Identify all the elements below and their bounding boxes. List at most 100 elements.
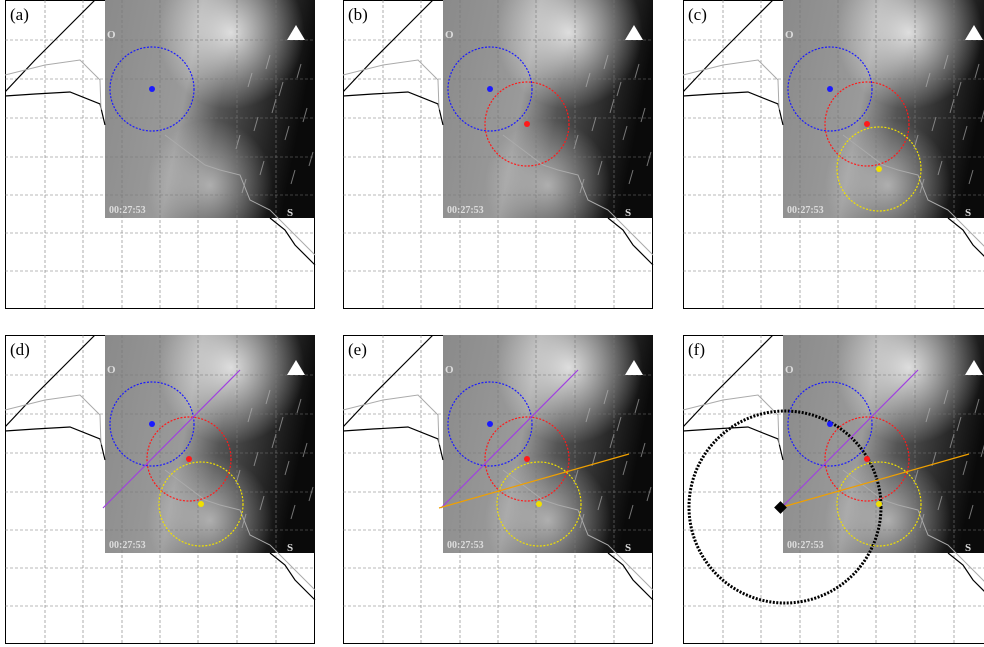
streak <box>931 116 937 132</box>
coastline <box>269 552 316 601</box>
streak <box>962 125 968 141</box>
sky-glow <box>783 0 984 218</box>
streak <box>628 504 634 520</box>
bottom-marker: S <box>287 542 293 554</box>
coastline <box>269 217 316 266</box>
panel-canvas: (e) 00:27:53 O S <box>343 335 654 644</box>
top-marker: O <box>785 364 794 376</box>
streak <box>284 125 290 141</box>
north-triangle <box>965 25 983 40</box>
coastline <box>343 426 444 461</box>
station-dot <box>149 86 155 92</box>
streak <box>247 72 253 88</box>
station-dot <box>827 86 833 92</box>
streak <box>609 433 615 449</box>
streak <box>634 63 640 79</box>
sky-glow <box>105 335 315 553</box>
streak <box>597 495 603 511</box>
station-dot <box>198 501 204 507</box>
coastline <box>5 335 96 428</box>
streak <box>603 54 609 70</box>
panel: (d) 00:27:53 O S <box>5 335 316 645</box>
range-circle <box>158 461 244 547</box>
range-circle <box>824 416 910 502</box>
border <box>842 134 984 247</box>
streak <box>640 442 646 458</box>
bisector <box>440 369 579 509</box>
coastline <box>607 552 654 601</box>
station-dot <box>876 166 882 172</box>
sky-glow <box>443 0 653 218</box>
station-dot <box>864 121 870 127</box>
station-dot <box>487 86 493 92</box>
streak <box>259 160 265 176</box>
streak <box>284 460 290 476</box>
streak <box>968 169 974 185</box>
range-circle <box>447 46 533 132</box>
panel-canvas: (a) 00:27:53 O S <box>5 0 316 309</box>
range-circle <box>484 416 570 502</box>
streak <box>943 54 949 70</box>
sky-glow <box>105 0 315 218</box>
streak <box>290 169 296 185</box>
streak <box>603 389 609 405</box>
range-circle <box>496 461 582 547</box>
streak <box>573 134 579 150</box>
border <box>343 394 440 446</box>
range-circle <box>787 381 873 467</box>
streak <box>962 460 968 476</box>
range-circle <box>146 416 232 502</box>
streak <box>278 416 284 432</box>
border <box>164 134 316 256</box>
streak <box>974 398 980 414</box>
border <box>343 59 440 111</box>
streak <box>271 98 277 114</box>
streak <box>956 81 962 97</box>
bottom-marker: S <box>625 207 631 219</box>
streak <box>622 460 628 476</box>
streak <box>609 98 615 114</box>
streak <box>278 81 284 97</box>
panel-label: (e) <box>348 340 367 359</box>
streak <box>925 407 931 423</box>
station-dot <box>487 421 493 427</box>
panel-label: (d) <box>10 340 30 359</box>
streak <box>585 407 591 423</box>
streak <box>290 504 296 520</box>
panel-label: (a) <box>10 5 29 24</box>
streak <box>253 116 259 132</box>
coastline <box>343 335 434 428</box>
streak <box>253 451 259 467</box>
range-circle <box>836 461 922 547</box>
streak <box>591 451 597 467</box>
streak <box>235 134 241 150</box>
north-triangle <box>287 360 305 375</box>
streak <box>265 389 271 405</box>
bisector <box>780 369 919 509</box>
station-dot <box>864 456 870 462</box>
result-circle <box>687 409 883 605</box>
panel-label: (f) <box>688 340 705 359</box>
station-dot <box>536 501 542 507</box>
streak <box>308 151 314 167</box>
streak <box>634 398 640 414</box>
range-circle <box>836 126 922 212</box>
north-triangle <box>287 25 305 40</box>
panel-canvas: (c) 00:27:53 O S <box>683 0 984 309</box>
streak <box>974 63 980 79</box>
streak <box>949 433 955 449</box>
streak <box>646 486 652 502</box>
station-dot <box>876 501 882 507</box>
panel-canvas: (b) 00:27:53 O S <box>343 0 654 309</box>
panel-label: (c) <box>688 5 707 24</box>
border <box>5 394 102 446</box>
coastline <box>5 0 96 93</box>
top-marker: O <box>445 29 454 41</box>
streak <box>302 442 308 458</box>
streak <box>308 486 314 502</box>
bottom-marker: S <box>965 542 971 554</box>
north-triangle <box>625 25 643 40</box>
station-dot <box>149 421 155 427</box>
bottom-marker: S <box>965 207 971 219</box>
station-dot <box>524 121 530 127</box>
